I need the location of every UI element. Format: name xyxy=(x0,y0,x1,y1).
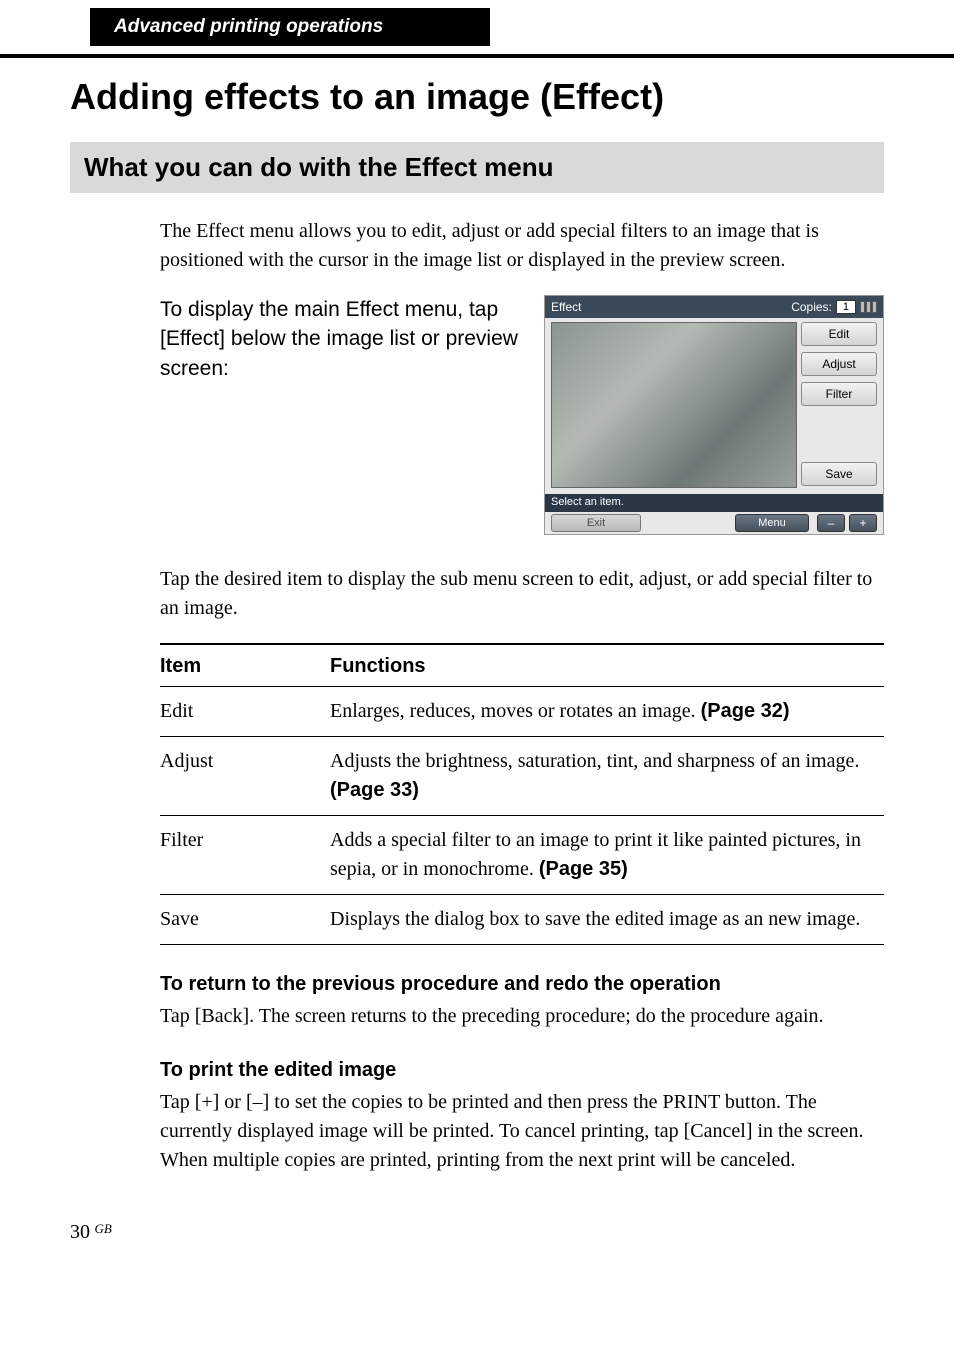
print-body: Tap [+] or [–] to set the copies to be p… xyxy=(160,1088,884,1175)
copies-value: 1 xyxy=(836,300,856,314)
copies-label: Copies: xyxy=(791,300,832,314)
effect-menu-screenshot: Effect Copies: 1 Edit Adjust Filter Save… xyxy=(544,295,884,535)
tap-paragraph: Tap the desired item to display the sub … xyxy=(160,565,884,623)
divider-rule xyxy=(0,54,954,58)
table-row: Adjust Adjusts the brightness, saturatio… xyxy=(160,737,884,816)
item-cell: Edit xyxy=(160,687,330,737)
copies-indicator: Copies: 1 xyxy=(791,300,877,314)
intro-paragraph: The Effect menu allows you to edit, adju… xyxy=(160,217,884,275)
plus-button[interactable]: + xyxy=(849,514,877,532)
plus-minus-group: – + xyxy=(817,514,877,532)
copies-bars-icon xyxy=(860,301,877,313)
func-cell: Displays the dialog box to save the edit… xyxy=(330,895,884,945)
screenshot-titlebar: Effect Copies: 1 xyxy=(545,296,883,318)
section-banner: Advanced printing operations xyxy=(90,8,490,46)
table-row: Save Displays the dialog box to save the… xyxy=(160,895,884,945)
item-cell: Filter xyxy=(160,816,330,895)
table-header-item: Item xyxy=(160,644,330,687)
item-cell: Adjust xyxy=(160,737,330,816)
preview-image xyxy=(551,322,797,488)
table-row: Filter Adds a special filter to an image… xyxy=(160,816,884,895)
edit-button[interactable]: Edit xyxy=(801,322,877,346)
return-body: Tap [Back]. The screen returns to the pr… xyxy=(160,1002,884,1031)
display-instruction: To display the main Effect menu, tap [Ef… xyxy=(160,295,530,383)
subsection-heading: What you can do with the Effect menu xyxy=(70,142,884,193)
page-footer: 30 GB xyxy=(70,1221,954,1244)
screenshot-title: Effect xyxy=(551,300,581,314)
func-cell: Adjusts the brightness, saturation, tint… xyxy=(330,737,884,816)
table-row: Edit Enlarges, reduces, moves or rotates… xyxy=(160,687,884,737)
bottom-bar: Exit Menu – + xyxy=(545,512,883,534)
minus-button[interactable]: – xyxy=(817,514,845,532)
page-suffix: GB xyxy=(95,1221,112,1236)
exit-button[interactable]: Exit xyxy=(551,514,641,532)
functions-table: Item Functions Edit Enlarges, reduces, m… xyxy=(160,643,884,945)
func-cell: Enlarges, reduces, moves or rotates an i… xyxy=(330,687,884,737)
item-cell: Save xyxy=(160,895,330,945)
func-cell: Adds a special filter to an image to pri… xyxy=(330,816,884,895)
status-bar: Select an item. xyxy=(545,494,883,512)
filter-button[interactable]: Filter xyxy=(801,382,877,406)
spacer xyxy=(801,412,877,456)
page-title: Adding effects to an image (Effect) xyxy=(70,76,954,118)
menu-button[interactable]: Menu xyxy=(735,514,809,532)
save-button[interactable]: Save xyxy=(801,462,877,486)
return-heading: To return to the previous procedure and … xyxy=(160,973,884,996)
page-number: 30 xyxy=(70,1221,90,1243)
adjust-button[interactable]: Adjust xyxy=(801,352,877,376)
print-heading: To print the edited image xyxy=(160,1059,884,1082)
table-header-functions: Functions xyxy=(330,644,884,687)
